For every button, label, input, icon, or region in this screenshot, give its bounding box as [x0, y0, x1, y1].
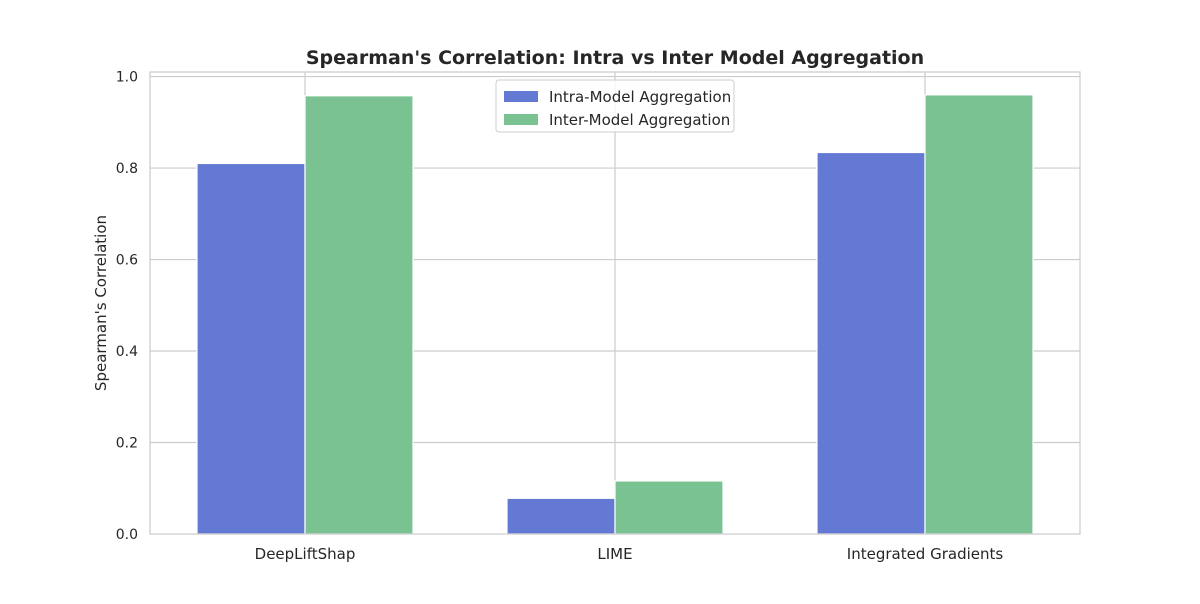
y-axis-label: Spearman's Correlation	[92, 215, 110, 391]
chart-title: Spearman's Correlation: Intra vs Inter M…	[306, 47, 924, 69]
bar-inter-1	[614, 480, 724, 535]
y-tick-label: 0.2	[116, 436, 138, 452]
legend: Intra-Model Aggregation Inter-Model Aggr…	[495, 79, 735, 133]
plot-frame	[149, 71, 1081, 535]
bar-intra-0	[196, 162, 306, 535]
x-tick-label: LIME	[597, 545, 632, 563]
legend-label-inter: Inter-Model Aggregation	[549, 111, 730, 129]
y-tick-label: 0.0	[116, 527, 138, 543]
bar-intra-1	[506, 497, 616, 535]
y-tick-label: 1.0	[116, 70, 138, 86]
bar-inter-2	[924, 94, 1034, 535]
x-axis-ticks: DeepLiftShap LIME Integrated Gradients	[255, 545, 1004, 563]
y-axis-ticks: 0.0 0.2 0.4 0.6 0.8 1.0	[116, 70, 138, 543]
bars	[196, 94, 1034, 535]
y-tick-label: 0.8	[116, 161, 138, 177]
legend-swatch-intra	[504, 91, 538, 102]
bar-inter-0	[304, 95, 414, 535]
x-tick-label: Integrated Gradients	[847, 545, 1004, 563]
legend-label-intra: Intra-Model Aggregation	[549, 88, 731, 106]
y-tick-label: 0.4	[116, 344, 138, 360]
x-tick-label: DeepLiftShap	[255, 545, 356, 563]
bar-intra-2	[816, 151, 926, 535]
legend-swatch-inter	[504, 114, 538, 125]
y-tick-label: 0.6	[116, 253, 138, 269]
legend-box	[495, 79, 735, 133]
